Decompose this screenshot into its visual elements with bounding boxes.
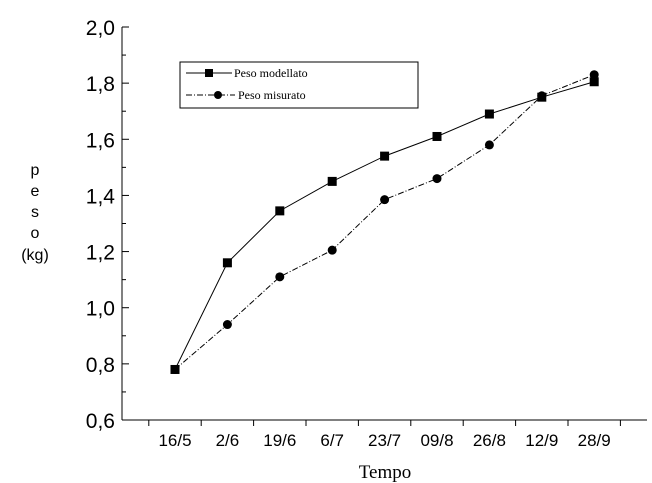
- y-tick-label: 1,0: [86, 298, 115, 321]
- x-tick-label: 6/7: [320, 431, 344, 450]
- series-0: [170, 77, 599, 374]
- legend-label-peso-misurato: Peso misurato: [238, 88, 306, 102]
- legend: Peso modellato Peso misurato: [179, 61, 419, 109]
- data-point-circle: [589, 70, 599, 80]
- series-1: [170, 70, 599, 374]
- data-point-square: [380, 151, 390, 161]
- y-axis-label-line: e: [31, 183, 40, 200]
- data-point-square: [327, 176, 337, 186]
- y-tick-label: 1,2: [86, 242, 115, 265]
- y-axis-label-line: o: [31, 225, 40, 242]
- data-point-square: [589, 77, 599, 87]
- data-point-square: [275, 206, 285, 216]
- y-tick-label: 0,6: [86, 410, 115, 433]
- data-point-square: [484, 109, 494, 119]
- x-tick-label: 09/8: [420, 431, 453, 450]
- series-layer: [170, 70, 599, 374]
- y-tick-label: 1,6: [86, 129, 115, 152]
- legend-marker-square: [205, 69, 213, 77]
- y-axis-label: p e s o (kg): [21, 162, 49, 264]
- x-axis-label: Tempo: [359, 462, 412, 483]
- x-tick-label: 2/6: [216, 431, 240, 450]
- data-point-square: [222, 258, 232, 268]
- data-point-circle: [432, 174, 442, 184]
- x-tick-label: 16/5: [158, 431, 191, 450]
- y-axis-ticks: 0,6 0,8 1,0 1,2 1,4 1,6 1,8 2,0: [86, 17, 129, 433]
- x-tick-label: 12/9: [525, 431, 558, 450]
- y-axis-label-line: s: [31, 204, 39, 221]
- legend-label-peso-modellato: Peso modellato: [234, 66, 308, 80]
- data-point-square: [432, 131, 442, 141]
- series-line: [174, 74, 595, 370]
- x-axis-ticks: 16/5 2/6 19/6 6/7 23/7 09/8 26/8 12/9 28/9: [148, 420, 621, 450]
- y-axis-label-line: (kg): [21, 247, 49, 264]
- data-point-circle: [380, 195, 390, 205]
- y-tick-label: 1,4: [86, 185, 116, 208]
- series-line: [174, 81, 595, 370]
- data-point-circle: [170, 364, 180, 374]
- x-tick-label: 26/8: [473, 431, 506, 450]
- y-tick-label: 0,8: [86, 354, 115, 377]
- y-tick-label: 1,8: [86, 73, 115, 96]
- data-point-circle: [275, 272, 285, 282]
- data-point-circle: [327, 245, 337, 255]
- legend-box: [179, 61, 419, 109]
- legend-marker-circle: [214, 91, 222, 99]
- x-tick-label: 28/9: [578, 431, 611, 450]
- x-tick-label: 19/6: [263, 431, 296, 450]
- data-point-circle: [222, 320, 232, 330]
- y-axis-label-line: p: [31, 162, 40, 179]
- x-tick-label: 23/7: [368, 431, 401, 450]
- y-tick-label: 2,0: [86, 17, 115, 40]
- data-point-circle: [484, 140, 494, 150]
- data-point-circle: [537, 91, 547, 101]
